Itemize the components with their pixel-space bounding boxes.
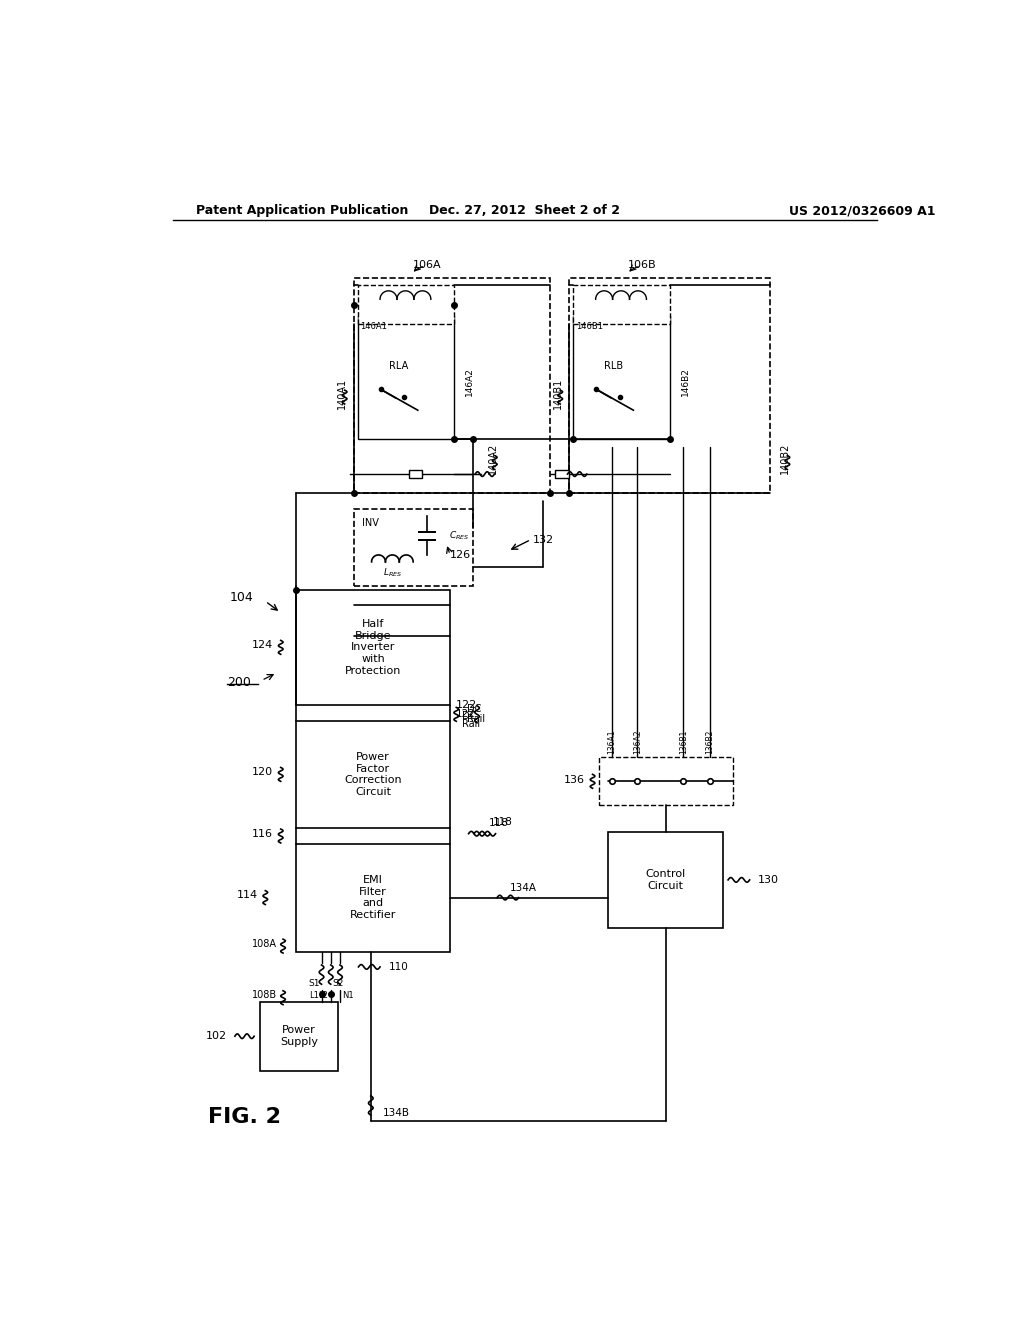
Text: 110: 110 [388, 962, 409, 972]
Text: Patent Application Publication: Patent Application Publication [196, 205, 409, 218]
Text: Rail: Rail [462, 719, 480, 730]
Text: 126: 126 [451, 550, 471, 560]
Text: 114: 114 [237, 890, 258, 900]
Bar [296, 590, 451, 705]
Text: 146A1: 146A1 [360, 322, 387, 331]
Text: 116: 116 [252, 829, 273, 838]
Text: 200: 200 [226, 676, 251, 689]
Bar [260, 1002, 339, 1071]
Text: 134A: 134A [510, 883, 538, 894]
Bar [354, 277, 550, 494]
Text: 130: 130 [758, 875, 779, 884]
Text: S1: S1 [308, 979, 319, 989]
Text: $C_{RES}$: $C_{RES}$ [449, 529, 469, 543]
Bar [357, 317, 454, 440]
Text: 136A1: 136A1 [607, 729, 616, 754]
Bar [599, 758, 733, 805]
Text: RLB: RLB [604, 362, 624, 371]
Text: 104: 104 [230, 591, 254, 603]
Text: INV: INV [361, 517, 379, 528]
Text: 140B1: 140B1 [553, 378, 563, 409]
Text: 106B: 106B [629, 260, 657, 269]
Bar [354, 508, 473, 586]
Text: 136B1: 136B1 [679, 729, 688, 754]
Text: DC: DC [462, 711, 476, 721]
Text: 120: 120 [252, 767, 273, 777]
Text: 140A1: 140A1 [337, 378, 347, 409]
Text: 134B: 134B [382, 1109, 410, 1118]
Bar [573, 285, 670, 323]
Text: 106A: 106A [413, 260, 441, 269]
Text: EMI
Filter
and
Rectifier: EMI Filter and Rectifier [350, 875, 396, 920]
Bar [296, 721, 451, 829]
Text: Half
Bridge
Inverter
with
Protection: Half Bridge Inverter with Protection [345, 619, 401, 676]
Text: Power
Supply: Power Supply [281, 1026, 318, 1047]
Text: 146B1: 146B1 [575, 322, 602, 331]
Text: 118: 118 [493, 817, 512, 828]
Text: 122: 122 [456, 700, 477, 710]
Text: 136B2: 136B2 [706, 729, 714, 754]
Text: Control
Circuit: Control Circuit [645, 870, 686, 891]
Text: 108B: 108B [252, 990, 276, 1001]
Bar [608, 832, 724, 928]
Text: S2: S2 [333, 979, 344, 989]
Text: Power
Factor
Correction
Circuit: Power Factor Correction Circuit [344, 752, 402, 797]
Bar [569, 277, 770, 494]
Text: 136A2: 136A2 [633, 729, 642, 754]
Text: 132: 132 [532, 535, 554, 545]
Text: 146B2: 146B2 [681, 367, 689, 396]
Text: 102: 102 [206, 1031, 226, 1041]
Bar [573, 317, 670, 440]
Text: L2: L2 [318, 991, 329, 999]
Text: 108A: 108A [252, 939, 276, 949]
Bar [296, 843, 451, 952]
Text: L1: L1 [309, 991, 319, 999]
Text: 146A2: 146A2 [465, 367, 474, 396]
Text: Dec. 27, 2012  Sheet 2 of 2: Dec. 27, 2012 Sheet 2 of 2 [429, 205, 621, 218]
Bar [409, 470, 422, 478]
Text: DC: DC [467, 704, 481, 714]
Text: 140A2: 140A2 [487, 444, 498, 474]
Text: N1: N1 [342, 991, 354, 999]
Text: Rail: Rail [467, 714, 485, 723]
Text: 122: 122 [457, 709, 476, 718]
Text: 140B2: 140B2 [780, 444, 791, 474]
Text: 124: 124 [252, 640, 273, 649]
Text: $L_{RES}$: $L_{RES}$ [383, 566, 402, 579]
Bar [555, 470, 568, 478]
Text: FIG. 2: FIG. 2 [208, 1107, 281, 1127]
Bar [357, 285, 454, 323]
Text: 136: 136 [564, 775, 585, 785]
Text: 118: 118 [488, 818, 509, 828]
Text: US 2012/0326609 A1: US 2012/0326609 A1 [788, 205, 935, 218]
Text: RLA: RLA [388, 362, 408, 371]
